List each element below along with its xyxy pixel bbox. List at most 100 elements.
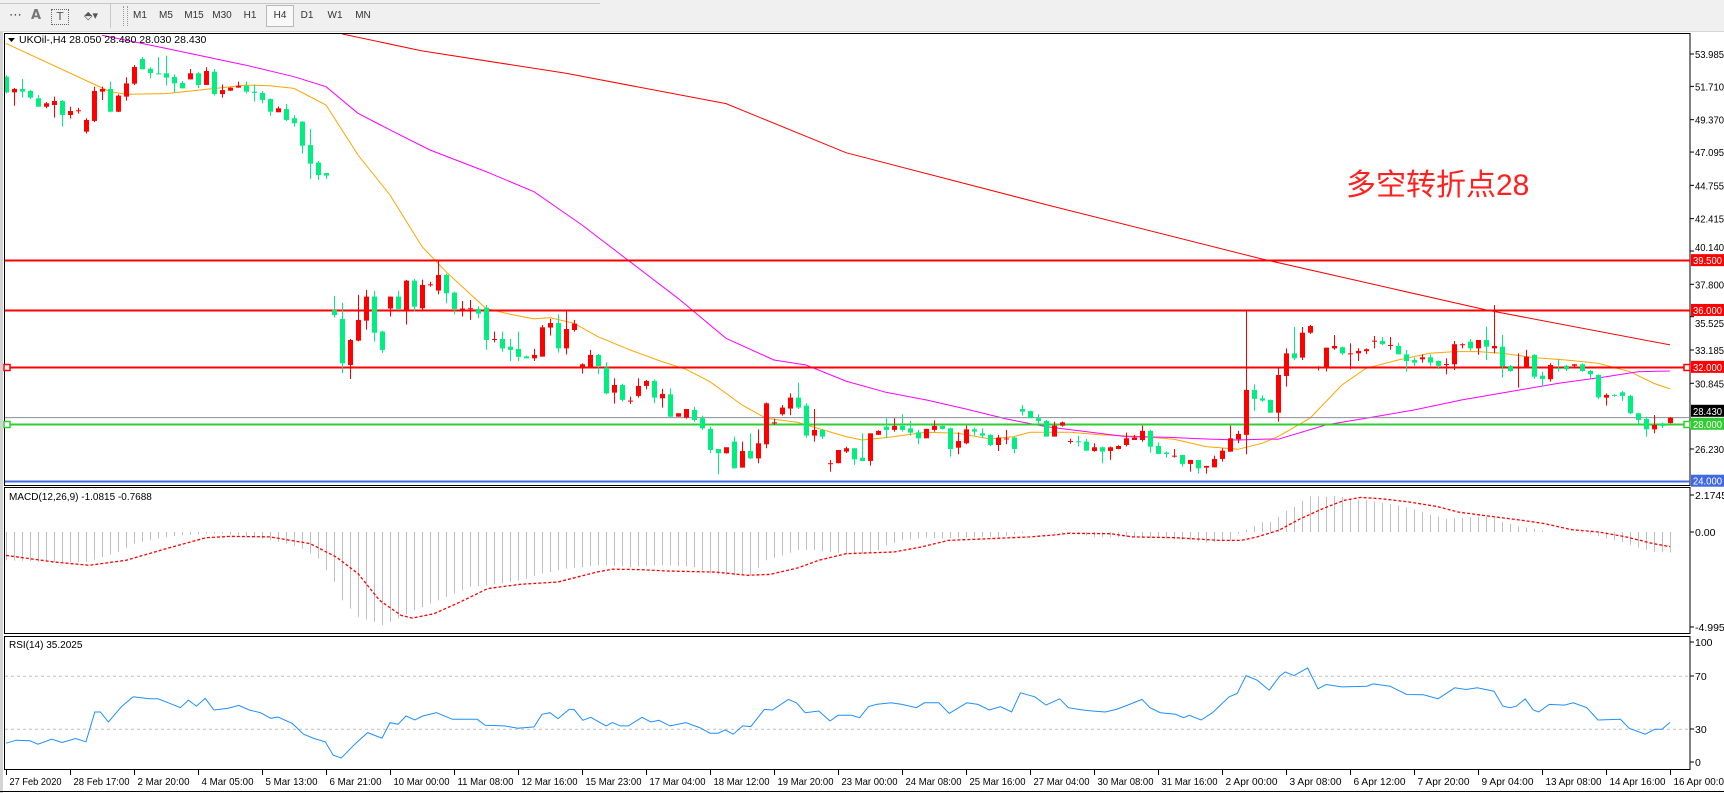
text-label-icon[interactable]: T [51, 9, 69, 25]
candle [1100, 446, 1105, 464]
candle-body [1452, 344, 1457, 365]
candle [860, 433, 865, 461]
candle-body [748, 450, 753, 459]
candle [276, 106, 281, 113]
candle-body [1412, 360, 1417, 363]
price-axis-label: 49.370 [1695, 115, 1724, 127]
candle-body [780, 407, 785, 415]
candle [212, 69, 217, 96]
candle [892, 418, 897, 432]
candle-body [972, 429, 977, 432]
candle-body [1508, 366, 1513, 371]
timeframe-m15-button[interactable]: M15 [184, 10, 204, 21]
candle [20, 78, 25, 98]
time-axis-label: 14 Apr 16:00 [1610, 776, 1666, 788]
text-icon[interactable]: A [30, 8, 42, 23]
candle-body [1548, 365, 1553, 380]
timeframe-d1-button[interactable]: D1 [300, 10, 314, 21]
candle [1300, 327, 1305, 361]
candle [804, 403, 809, 438]
candle-body [924, 428, 929, 439]
candle-body [1276, 374, 1281, 413]
candle-body [740, 450, 745, 468]
candle-body [172, 76, 177, 84]
timeframe-m30-button[interactable]: M30 [212, 10, 232, 21]
candle-body [92, 90, 97, 121]
candle-body [164, 73, 169, 78]
time-axis-label: 2 Apr 00:00 [1226, 776, 1278, 788]
timeframe-w1-button[interactable]: W1 [327, 10, 343, 21]
candle-body [1668, 417, 1673, 424]
candle-body [1204, 465, 1209, 468]
candle [1396, 342, 1401, 355]
candle [268, 98, 273, 116]
timeframe-h4-button[interactable]: H4 [266, 5, 294, 27]
candle-body [28, 90, 33, 98]
candle-body [916, 432, 921, 439]
price-axis-label: 44.755 [1695, 180, 1724, 192]
candle-body [1556, 368, 1561, 370]
candle [492, 331, 497, 343]
candle [100, 86, 105, 101]
dropdown-triangle-icon[interactable] [8, 38, 15, 42]
candle [1516, 353, 1521, 388]
candle-body [52, 101, 57, 106]
price-axis-label: 35.525 [1695, 318, 1724, 330]
candle-body [908, 428, 913, 433]
candle [660, 388, 665, 408]
timeframe-m1-button[interactable]: M1 [133, 10, 147, 21]
line-anchor-right[interactable] [1683, 420, 1691, 429]
fibonacci-icon[interactable]: ⋯ [9, 8, 22, 23]
toolbar-top-strip [0, 0, 600, 4]
candle-body [108, 88, 113, 112]
candle-body [12, 88, 17, 93]
timeframe-m5-button[interactable]: M5 [159, 10, 173, 21]
candle [28, 89, 33, 100]
candle-body [1396, 345, 1401, 355]
candle-body [900, 425, 905, 430]
moving-average-line-2 [341, 34, 1671, 346]
candle [1204, 465, 1209, 474]
candle-body [1516, 367, 1521, 369]
timeframe-mn-button[interactable]: MN [355, 10, 371, 21]
candle-body [276, 108, 281, 113]
price-axis-label: 47.095 [1695, 147, 1724, 159]
candle [500, 331, 505, 352]
candle-body [324, 173, 329, 176]
candle-body [1236, 433, 1241, 440]
candle [1388, 336, 1393, 350]
candle [532, 348, 537, 362]
time-axis-label: 31 Mar 16:00 [1162, 776, 1218, 788]
arrows-icon[interactable]: ⬘▾ [84, 9, 98, 22]
candle-body [1468, 341, 1473, 349]
line-anchor-right[interactable] [1683, 363, 1691, 372]
candle [1476, 339, 1481, 355]
line-anchor-left[interactable] [3, 420, 11, 429]
candle-body [76, 110, 81, 112]
candle [236, 81, 241, 88]
candle-body [476, 308, 481, 314]
candle-body [564, 329, 569, 349]
candle-body [1484, 339, 1489, 347]
candle-body [1604, 394, 1609, 398]
candle [1172, 448, 1177, 458]
candle-body [132, 67, 137, 84]
candle-body [1196, 459, 1201, 469]
candle [636, 378, 641, 398]
candle-body [5, 76, 9, 93]
macd-axis-label: 0.00 [1695, 527, 1716, 539]
toolbar-grip-handle[interactable] [123, 6, 128, 26]
candle-body [732, 441, 737, 469]
timeframe-h1-button[interactable]: H1 [243, 10, 257, 21]
candle-body [628, 400, 633, 402]
candle-body [468, 308, 473, 310]
candle-body [460, 308, 465, 310]
candle [1116, 445, 1121, 450]
candle-body [84, 119, 89, 132]
candle-body [268, 99, 273, 112]
line-anchor-left[interactable] [3, 363, 11, 372]
candle-body [1092, 447, 1097, 451]
candle [1508, 365, 1513, 372]
candle [60, 100, 65, 127]
